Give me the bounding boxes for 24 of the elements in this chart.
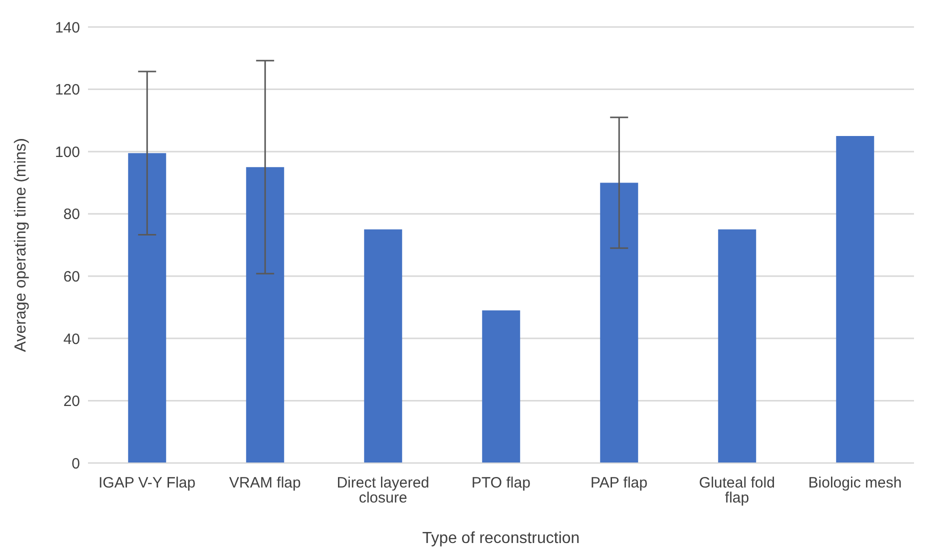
y-axis-title: Average operating time (mins) <box>12 138 30 352</box>
x-tick-label: VRAM flap <box>229 474 301 492</box>
y-tick-label: 140 <box>54 19 80 36</box>
bar <box>600 182 638 463</box>
bar <box>482 310 520 463</box>
y-tick-label: 100 <box>54 144 80 161</box>
y-tick-label: 80 <box>63 206 80 224</box>
bar <box>718 229 756 463</box>
bar <box>246 167 284 463</box>
x-axis-title: Type of reconstruction <box>422 530 580 547</box>
x-tick-label: Biologic mesh <box>808 474 902 492</box>
bar <box>364 229 402 463</box>
x-tick-label: PTO flap <box>472 474 530 492</box>
bar <box>128 153 166 463</box>
y-tick-label: 0 <box>72 455 80 472</box>
x-tick-label: Gluteal fold flap <box>699 474 775 507</box>
y-tick-label: 120 <box>54 82 80 99</box>
bar <box>836 136 874 463</box>
x-tick-label: PAP flap <box>590 474 648 492</box>
x-tick-label: IGAP V-Y Flap <box>98 474 196 492</box>
y-tick-label: 60 <box>63 268 80 286</box>
y-tick-label: 20 <box>63 393 80 410</box>
x-tick-label: Direct layered closure <box>336 474 430 507</box>
y-tick-label: 40 <box>63 330 80 348</box>
